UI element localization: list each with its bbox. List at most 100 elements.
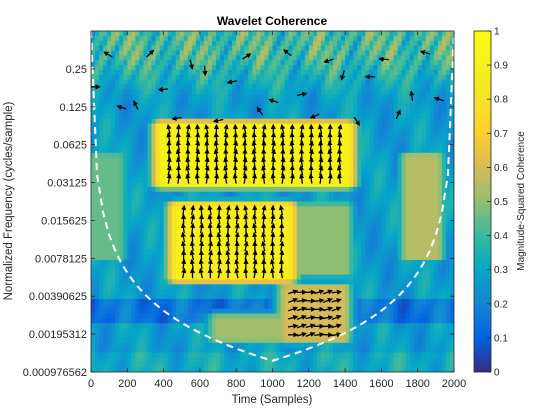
- heatmap-cell: [183, 274, 189, 281]
- heatmap-cell: [256, 269, 261, 276]
- heatmap-cell: [111, 279, 116, 285]
- heatmap-cell: [429, 177, 435, 183]
- heatmap-cell: [409, 201, 415, 207]
- heatmap-cell: [296, 216, 302, 222]
- heatmap-cell: [99, 31, 104, 37]
- heatmap-cell: [333, 143, 338, 149]
- heatmap-cell: [393, 230, 399, 237]
- heatmap-cell: [232, 108, 237, 115]
- heatmap-cell: [300, 69, 306, 76]
- heatmap-cell: [292, 186, 298, 193]
- heatmap-cell: [429, 206, 435, 212]
- heatmap-cell: [139, 69, 145, 76]
- heatmap-cell: [264, 104, 270, 110]
- heatmap-cell: [187, 108, 193, 115]
- heatmap-cell: [341, 274, 346, 281]
- heatmap-cell: [264, 220, 270, 227]
- heatmap-cell: [445, 94, 451, 100]
- heatmap-cell: [413, 128, 419, 134]
- heatmap-cell: [409, 138, 415, 144]
- heatmap-cell: [393, 74, 399, 81]
- heatmap-cell: [216, 255, 221, 261]
- heatmap-cell: [228, 255, 233, 261]
- heatmap-cell: [199, 74, 205, 81]
- heatmap-cell: [220, 89, 225, 95]
- heatmap-cell: [393, 269, 399, 276]
- heatmap-cell: [103, 255, 108, 261]
- heatmap-cell: [413, 55, 419, 61]
- heatmap-cell: [381, 128, 387, 134]
- heatmap-cell: [304, 182, 310, 188]
- heatmap-cell: [365, 69, 370, 76]
- heatmap-cell: [248, 147, 253, 154]
- heatmap-cell: [345, 108, 350, 115]
- heatmap-cell: [151, 255, 157, 261]
- heatmap-cell: [232, 245, 237, 251]
- heatmap-cell: [421, 128, 427, 134]
- heatmap-cell: [123, 143, 128, 149]
- heatmap-cell: [308, 274, 314, 281]
- heatmap-cell: [369, 89, 374, 95]
- heatmap-cell: [345, 74, 350, 81]
- heatmap-cell: [421, 274, 427, 281]
- heatmap-cell: [421, 230, 427, 237]
- heatmap-cell: [240, 240, 245, 246]
- heatmap-cell: [159, 157, 165, 164]
- heatmap-cell: [199, 60, 205, 66]
- heatmap-cell: [365, 123, 370, 130]
- heatmap-cell: [248, 74, 253, 81]
- heatmap-cell: [373, 94, 378, 100]
- heatmap-cell: [248, 182, 253, 188]
- heatmap-cell: [320, 123, 326, 130]
- heatmap-cell: [280, 235, 286, 242]
- heatmap-cell: [95, 235, 100, 242]
- heatmap-cell: [357, 31, 362, 37]
- heatmap-cell: [260, 143, 266, 149]
- heatmap-cell: [304, 294, 310, 300]
- heatmap-cell: [163, 284, 169, 290]
- heatmap-cell: [123, 94, 128, 100]
- heatmap-cell: [280, 79, 286, 86]
- heatmap-cell: [377, 123, 382, 130]
- heatmap-cell: [99, 94, 104, 100]
- heatmap-cell: [292, 206, 298, 212]
- heatmap-cell: [139, 235, 145, 242]
- heatmap-cell: [220, 172, 225, 178]
- heatmap-cell: [91, 230, 96, 237]
- heatmap-cell: [437, 162, 443, 168]
- heatmap-cell: [353, 50, 358, 56]
- heatmap-cell: [349, 69, 354, 76]
- heatmap-cell: [409, 128, 415, 134]
- heatmap-cell: [345, 250, 350, 256]
- heatmap-cell: [337, 89, 342, 95]
- heatmap-cell: [135, 289, 140, 295]
- heatmap-cell: [228, 196, 233, 203]
- heatmap-cell: [163, 118, 169, 125]
- heatmap-cell: [95, 269, 100, 276]
- heatmap-cell: [143, 230, 149, 237]
- heatmap-cell: [296, 211, 302, 217]
- heatmap-cell: [171, 250, 177, 256]
- heatmap-cell: [397, 201, 403, 207]
- heatmap-cell: [95, 152, 100, 159]
- heatmap-cell: [127, 123, 132, 130]
- heatmap-cell: [228, 264, 233, 271]
- heatmap-cell: [220, 65, 225, 71]
- heatmap-cell: [119, 240, 124, 246]
- heatmap-cell: [437, 279, 443, 285]
- heatmap-cell: [328, 94, 334, 100]
- heatmap-cell: [425, 40, 431, 47]
- heatmap-cell: [397, 55, 403, 61]
- heatmap-cell: [449, 177, 454, 183]
- heatmap-cell: [365, 284, 370, 290]
- heatmap-cell: [155, 191, 161, 198]
- heatmap-cell: [228, 230, 233, 237]
- heatmap-cell: [240, 118, 245, 125]
- heatmap-cell: [183, 31, 189, 37]
- heatmap-cell: [127, 79, 132, 86]
- heatmap-cell: [349, 128, 354, 134]
- heatmap-cell: [308, 104, 314, 110]
- heatmap-cell: [171, 128, 177, 134]
- heatmap-cell: [107, 94, 112, 100]
- heatmap-cell: [405, 264, 411, 271]
